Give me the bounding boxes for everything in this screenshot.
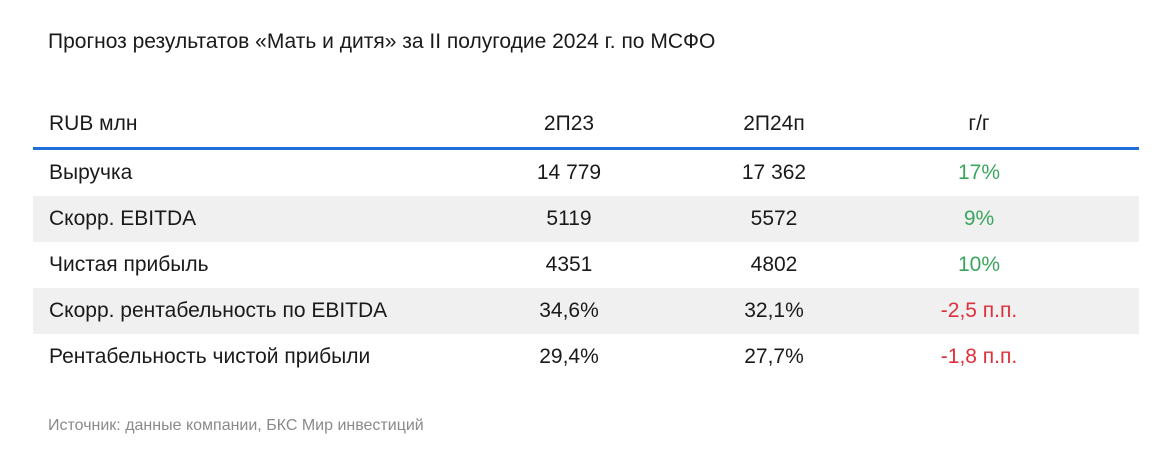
table-title: Прогноз результатов «Мать и дитя» за II …: [48, 30, 716, 53]
table-row-net-margin: Рентабельность чистой прибыли 29,4% 27,7…: [33, 334, 1139, 380]
value-2p23: 4351: [545, 253, 593, 276]
header-2p24p: 2П24п: [743, 111, 805, 135]
table-header-row: RUB млн 2П23 2П24п г/г: [33, 100, 1139, 150]
row-label: Рентабельность чистой прибыли: [49, 345, 371, 368]
table-row-revenue: Выручка 14 779 17 362 17%: [33, 150, 1139, 196]
header-2p23: 2П23: [543, 111, 595, 135]
table-row-adj-ebitda: Скорр. EBITDA 5119 5572 9%: [33, 196, 1139, 242]
value-2p24p: 5572: [750, 207, 798, 230]
value-yoy: 9%: [963, 207, 995, 230]
value-2p23: 34,6%: [539, 299, 599, 322]
value-2p23: 29,4%: [539, 345, 599, 368]
value-yoy: -2,5 п.п.: [940, 299, 1018, 322]
value-2p24p: 4802: [750, 253, 798, 276]
table-row-net-profit: Чистая прибыль 4351 4802 10%: [33, 242, 1139, 288]
source-note: Источник: данные компании, БКС Мир инвес…: [48, 417, 424, 434]
financial-forecast-table: RUB млн 2П23 2П24п г/г Выручка 14 779 17…: [33, 100, 1139, 380]
value-yoy: 17%: [957, 161, 1001, 184]
table-row-ebitda-margin: Скорр. рентабельность по EBITDA 34,6% 32…: [33, 288, 1139, 334]
row-label: Скорр. рентабельность по EBITDA: [49, 299, 388, 322]
value-yoy: -1,8 п.п.: [940, 345, 1018, 368]
value-yoy: 10%: [957, 253, 1001, 276]
value-2p23: 5119: [546, 207, 592, 230]
row-label: Скорр. EBITDA: [49, 207, 197, 230]
value-2p24p: 27,7%: [744, 345, 804, 368]
value-2p24p: 32,1%: [744, 299, 804, 322]
value-2p23: 14 779: [536, 161, 602, 184]
header-unit: RUB млн: [49, 111, 138, 135]
value-2p24p: 17 362: [741, 161, 807, 184]
row-label: Выручка: [49, 161, 133, 184]
header-yoy: г/г: [968, 111, 990, 135]
row-label: Чистая прибыль: [49, 253, 209, 276]
